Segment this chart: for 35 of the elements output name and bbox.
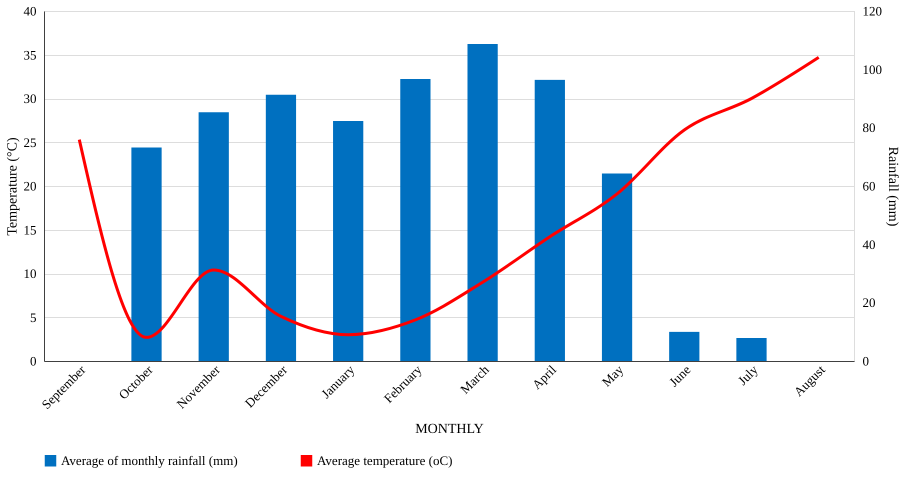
y-tick-label: 40 bbox=[24, 4, 36, 18]
bar bbox=[669, 332, 700, 361]
y2-tick-label: 40 bbox=[862, 236, 876, 252]
x-tick-label: July bbox=[734, 362, 762, 388]
y2-tick-label: 80 bbox=[862, 120, 876, 136]
bar bbox=[131, 148, 162, 361]
legend-label: Average temperature (oC) bbox=[317, 452, 452, 468]
bar bbox=[467, 44, 498, 361]
bar bbox=[266, 94, 296, 361]
bar bbox=[400, 78, 431, 361]
y-axis-title: Temperature (°C) bbox=[6, 137, 20, 236]
y2-tick-label: 20 bbox=[862, 295, 876, 310]
y-tick-label: 15 bbox=[24, 222, 36, 238]
y-tick-label: 30 bbox=[24, 91, 36, 106]
x-tick-label: June bbox=[666, 362, 694, 390]
bar bbox=[534, 80, 565, 361]
y2-tick-label: 60 bbox=[862, 178, 876, 194]
y-tick-label: 5 bbox=[30, 310, 36, 325]
y2-tick-label: 0 bbox=[862, 354, 869, 368]
bar bbox=[602, 173, 632, 361]
bar bbox=[333, 120, 364, 361]
y2-tick-label: 100 bbox=[862, 62, 882, 77]
y-tick-label: 25 bbox=[24, 134, 36, 150]
bar bbox=[736, 338, 767, 361]
y-tick-label: 35 bbox=[24, 47, 36, 62]
bar bbox=[198, 112, 229, 361]
line-series bbox=[78, 56, 820, 339]
y-tick-label: 0 bbox=[30, 354, 36, 368]
x-tick-label: May bbox=[598, 362, 627, 390]
y-tick-label: 20 bbox=[24, 178, 36, 194]
legend-label: Average of monthly rainfall (mm) bbox=[61, 452, 238, 468]
y-tick-label: 10 bbox=[24, 266, 36, 281]
y2-axis-title: Rainfall (mm) bbox=[885, 146, 900, 227]
x-axis-title: MONTHLY bbox=[415, 422, 484, 437]
y2-tick-label: 120 bbox=[862, 4, 882, 18]
